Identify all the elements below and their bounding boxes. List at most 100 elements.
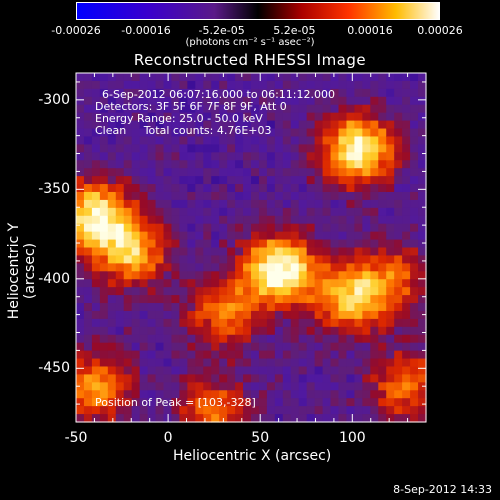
- heatmap-cell: [410, 303, 419, 312]
- heatmap-cell: [155, 239, 165, 249]
- heatmap-cell: [378, 136, 387, 145]
- heatmap-cell: [195, 120, 204, 130]
- heatmap-cell: [227, 160, 236, 169]
- heatmap-cell: [195, 326, 204, 336]
- heatmap-cell: [91, 374, 101, 383]
- heatmap-cell: [362, 160, 371, 169]
- heatmap-cell: [235, 374, 244, 383]
- heatmap-cell: [338, 295, 348, 304]
- heatmap-cell: [203, 350, 212, 360]
- heatmap-cell: [219, 271, 228, 280]
- heatmap-cell: [211, 398, 220, 407]
- heatmap-cell: [91, 239, 101, 249]
- heatmap-cell: [274, 295, 284, 304]
- heatmap-cell: [394, 73, 403, 82]
- heatmap-cell: [211, 350, 220, 360]
- heatmap-cell: [314, 295, 324, 304]
- heatmap-cell: [298, 318, 308, 328]
- heatmap-cell: [266, 88, 276, 98]
- heatmap-cell: [314, 152, 324, 161]
- heatmap-cell: [227, 144, 236, 153]
- heatmap-cell: [243, 239, 252, 249]
- heatmap-cell: [227, 247, 236, 257]
- heatmap-cell: [243, 73, 252, 82]
- heatmap-cell: [163, 334, 173, 344]
- heatmap-cell: [187, 271, 196, 280]
- heatmap-cell: [219, 398, 228, 407]
- heatmap-cell: [386, 199, 395, 209]
- heatmap-cell: [211, 318, 220, 328]
- heatmap-cell: [203, 406, 212, 415]
- heatmap-cell: [131, 318, 141, 328]
- heatmap-cell: [306, 358, 316, 368]
- heatmap-cell: [282, 239, 292, 249]
- heatmap-cell: [203, 318, 212, 328]
- heatmap-cell: [354, 152, 363, 161]
- heatmap-cell: [378, 303, 387, 312]
- heatmap-cell: [266, 358, 276, 368]
- heatmap-cell: [235, 184, 244, 193]
- heatmap-cell: [147, 398, 157, 407]
- heatmap-cell: [139, 287, 149, 296]
- heatmap-cell: [354, 239, 363, 249]
- heatmap-cell: [123, 168, 133, 177]
- heatmap-cell: [418, 160, 427, 169]
- heatmap-cell: [274, 215, 284, 225]
- heatmap-cell: [402, 414, 411, 423]
- heatmap-cell: [290, 406, 300, 415]
- y-axis-label: Heliocentric Y (arcsec): [6, 222, 38, 320]
- heatmap-cell: [282, 96, 292, 106]
- heatmap-cell: [290, 112, 300, 122]
- heatmap-cell: [139, 279, 149, 288]
- heatmap-cell: [386, 207, 395, 217]
- heatmap-cell: [322, 326, 332, 336]
- heatmap-cell: [99, 88, 109, 98]
- heatmap-cell: [107, 223, 117, 233]
- heatmap-cell: [187, 104, 196, 114]
- heatmap-cell: [187, 382, 196, 391]
- heatmap-cell: [163, 80, 173, 90]
- heatmap-cell: [410, 80, 419, 90]
- heatmap-cell: [99, 247, 109, 257]
- heatmap-cell: [322, 263, 332, 272]
- heatmap-cell: [131, 223, 141, 233]
- heatmap-cell: [131, 96, 141, 106]
- heatmap-cell: [131, 287, 141, 296]
- heatmap-cell: [282, 247, 292, 257]
- heatmap-cell: [83, 342, 93, 352]
- heatmap-cell: [139, 223, 149, 233]
- heatmap-cell: [147, 390, 157, 399]
- heatmap-cell: [306, 176, 316, 185]
- heatmap-cell: [402, 255, 411, 264]
- heatmap-cell: [115, 279, 125, 288]
- heatmap-cell: [243, 279, 252, 288]
- heatmap-cell: [338, 104, 348, 114]
- heatmap-cell: [179, 295, 188, 304]
- heatmap-cell: [290, 334, 300, 344]
- heatmap-cell: [410, 176, 419, 185]
- heatmap-cell: [394, 255, 403, 264]
- heatmap-cell: [227, 342, 236, 352]
- heatmap-cell: [227, 112, 236, 122]
- heatmap-cell: [227, 199, 236, 209]
- heatmap-cell: [251, 104, 260, 114]
- heatmap-cell: [123, 390, 133, 399]
- heatmap-cell: [123, 247, 133, 257]
- heatmap-cell: [171, 112, 181, 122]
- heatmap-cell: [418, 191, 427, 201]
- heatmap-cell: [251, 223, 260, 233]
- heatmap-cell: [362, 88, 371, 98]
- heatmap-cell: [83, 271, 93, 280]
- heatmap-cell: [346, 191, 356, 201]
- heatmap-cell: [322, 271, 332, 280]
- heatmap-cell: [282, 104, 292, 114]
- heatmap-cell: [362, 144, 371, 153]
- heatmap-cell: [203, 73, 212, 82]
- heatmap-cell: [346, 342, 356, 352]
- heatmap-cell: [243, 350, 252, 360]
- heatmap-cell: [107, 334, 117, 344]
- heatmap-cell: [258, 279, 268, 288]
- heatmap-cell: [179, 414, 188, 423]
- heatmap-cell: [243, 96, 252, 106]
- heatmap-cell: [338, 73, 348, 82]
